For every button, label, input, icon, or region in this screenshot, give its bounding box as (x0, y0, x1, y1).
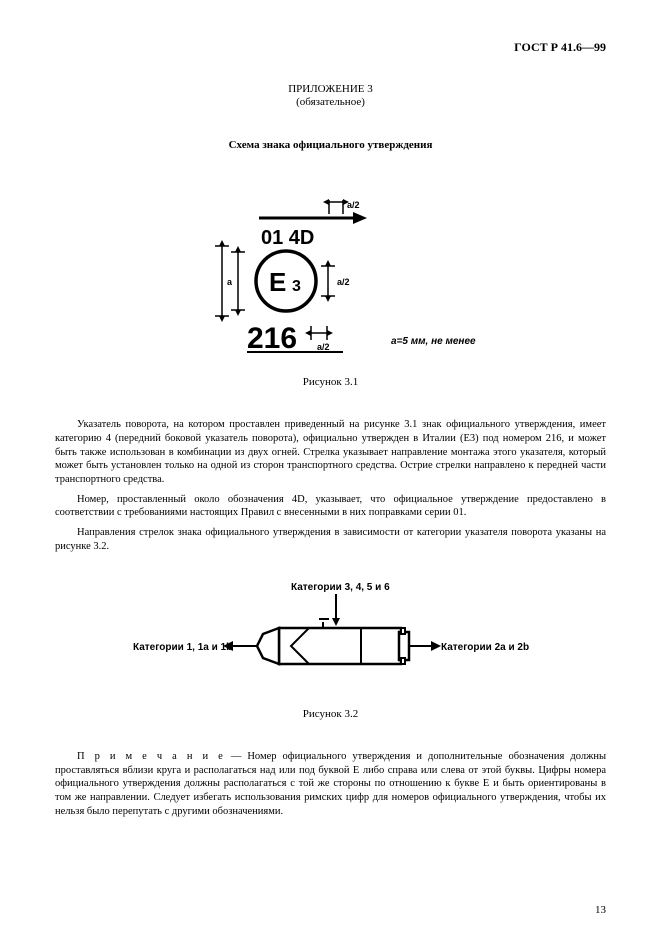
figure-2-caption: Рисунок 3.2 (55, 708, 606, 720)
figure-1: a/2 01 4D a E 3 a/ (55, 196, 606, 366)
note: П р и м е ч а н и е — Номер официального… (55, 750, 606, 818)
dim-a-left: a (227, 277, 233, 287)
circle-letter-e: E (269, 267, 286, 297)
appendix-line2: (обязательное) (296, 96, 365, 108)
bottom-number-216: 216 (247, 322, 297, 355)
top-text-01-4d: 01 4D (261, 227, 314, 249)
dim-a2-bottom: a/2 (317, 342, 330, 352)
circle-number-3: 3 (292, 278, 301, 295)
doc-code: ГОСТ Р 41.6—99 (55, 40, 606, 55)
scheme-title: Схема знака официального утверждения (55, 139, 606, 151)
label-top-categories: Категории 3, 4, 5 и 6 (291, 582, 390, 593)
vehicle-categories-svg: Категории 3, 4, 5 и 6 Категории 1, 1а и … (131, 578, 531, 698)
appendix-title: ПРИЛОЖЕНИЕ 3 (обязательное) (55, 83, 606, 109)
paragraph-2: Номер, проставленный около обозначения 4… (55, 493, 606, 520)
label-left-categories: Категории 1, 1а и 1b (133, 642, 232, 653)
dim-note: а=5 мм, не менее (391, 336, 476, 347)
label-right-categories: Категории 2а и 2b (441, 642, 529, 653)
paragraph-3: Направления стрелок знака официального у… (55, 526, 606, 553)
figure-1-caption: Рисунок 3.1 (55, 376, 606, 388)
dim-a2-top: a/2 (347, 200, 360, 210)
paragraph-1: Указатель поворота, на котором проставле… (55, 418, 606, 486)
figure-2: Категории 3, 4, 5 и 6 Категории 1, 1а и … (55, 578, 606, 698)
page-number: 13 (595, 904, 606, 916)
appendix-line1: ПРИЛОЖЕНИЕ 3 (288, 83, 373, 95)
note-prefix: П р и м е ч а н и е (77, 751, 225, 762)
page: ГОСТ Р 41.6—99 ПРИЛОЖЕНИЕ 3 (обязательно… (0, 0, 661, 936)
approval-mark-svg: a/2 01 4D a E 3 a/ (171, 196, 491, 366)
dim-a2-right: a/2 (337, 277, 350, 287)
